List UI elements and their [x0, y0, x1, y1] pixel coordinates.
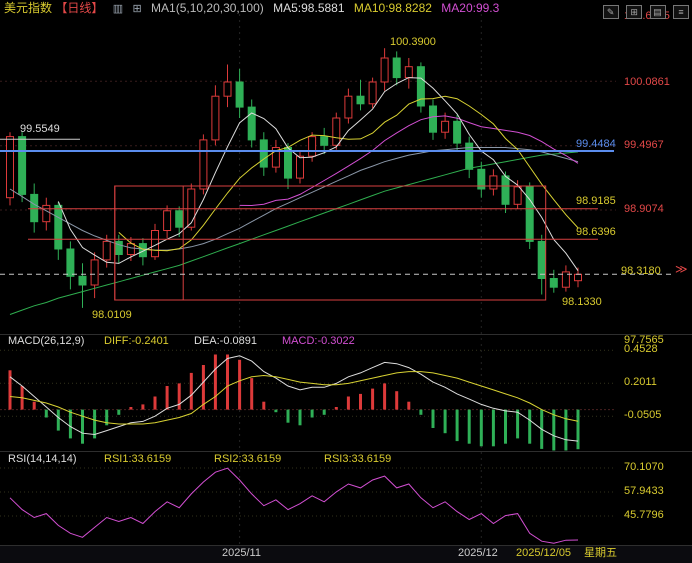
peak-high-annotation: 100.3900: [390, 36, 436, 48]
blue-line-price-label[interactable]: 99.4484: [576, 138, 616, 150]
menu-button[interactable]: ≡: [673, 5, 689, 19]
rsi-axis-tick-3: 45.7796: [624, 509, 664, 521]
ma30-line: [9, 147, 579, 251]
time-label-month1: 2025/11: [222, 547, 261, 559]
ma10-value: MA10:98.8282: [353, 1, 432, 15]
kline-style-icon[interactable]: ▥: [112, 3, 124, 15]
toolbar-buttons: ✎ ⊞ ▤ ≡: [600, 2, 689, 20]
time-label-weekday: 星期五: [584, 547, 617, 559]
time-label-month2: 2025/12: [458, 547, 498, 559]
current-price-label: 98.3180: [621, 265, 661, 277]
axis-tick-main-2: 100.0861: [624, 76, 670, 88]
axis-tick-main-1: 100.6755: [624, 10, 670, 22]
resistance-1-label[interactable]: 98.9185: [576, 195, 616, 207]
ma20-value: MA20:99.3: [441, 1, 500, 15]
indicator-button[interactable]: ▤: [649, 5, 666, 19]
ma5-value: MA5:98.5881: [273, 1, 345, 15]
macd-axis-tick-2: 0.2011: [624, 376, 657, 388]
macd-axis-tick-3: -0.0505: [624, 409, 662, 421]
draw-tool-button[interactable]: ✎: [602, 5, 619, 19]
time-axis-bar: [0, 545, 692, 563]
axis-tick-main-3: 99.4967: [624, 139, 664, 151]
rsi-series: [9, 467, 579, 544]
rsi-line: [9, 467, 579, 544]
ma20-line: [239, 115, 579, 207]
resistance-2-label[interactable]: 98.6396: [576, 226, 616, 238]
first-low-annotation: 98.0109: [92, 309, 132, 321]
header: 美元指数 【日线】 ▥ ⊞ MA1(5,10,20,30,100) MA5:98…: [4, 2, 505, 15]
ma100-line: [9, 151, 579, 315]
chart-grid-icon[interactable]: ⊞: [132, 3, 142, 15]
axis-tick-main-4: 98.9074: [624, 203, 664, 215]
rsi2-value: RSI2:33.6159: [214, 453, 282, 465]
period-label: 【日线】: [55, 1, 104, 15]
macd-value: MACD:-0.3022: [282, 335, 355, 347]
ma10-line: [118, 95, 579, 252]
macd-diff-line: [9, 355, 579, 442]
rsi-axis-tick-2: 57.9433: [624, 485, 664, 497]
macd-dea-line: [9, 371, 579, 425]
time-label-last-date: 2025/12/05: [516, 547, 572, 559]
red-rect-drawing: [114, 185, 184, 301]
last-low-annotation: 98.1330: [562, 296, 602, 308]
ma5-line: [57, 77, 579, 271]
rsi-name: RSI(14,14,14): [8, 453, 77, 465]
main-chart-area[interactable]: [6, 48, 582, 315]
macd-series: [8, 354, 580, 451]
macd-dea-value: DEA:-0.0891: [194, 335, 257, 347]
user-drawings[interactable]: [0, 138, 672, 301]
macd-name: MACD(26,12,9): [8, 335, 85, 347]
ma-settings-label: MA1(5,10,20,30,100): [151, 1, 264, 15]
axis-tick-main-5: 97.7565: [624, 334, 664, 346]
rsi3-value: RSI3:33.6159: [324, 453, 392, 465]
left-price-annotation: 99.5549: [20, 123, 60, 135]
current-price-marker-icon[interactable]: ≫: [675, 262, 688, 276]
rsi-axis-tick-1: 70.1070: [624, 461, 664, 473]
macd-diff-value: DIFF:-0.2401: [104, 335, 169, 347]
symbol-name: 美元指数: [4, 1, 53, 15]
candlestick-series[interactable]: [6, 48, 582, 308]
multi-chart-button[interactable]: ⊞: [626, 5, 643, 19]
macd-axis-tick-1: 0.4528: [624, 343, 658, 355]
rsi1-value: RSI1:33.6159: [104, 453, 172, 465]
